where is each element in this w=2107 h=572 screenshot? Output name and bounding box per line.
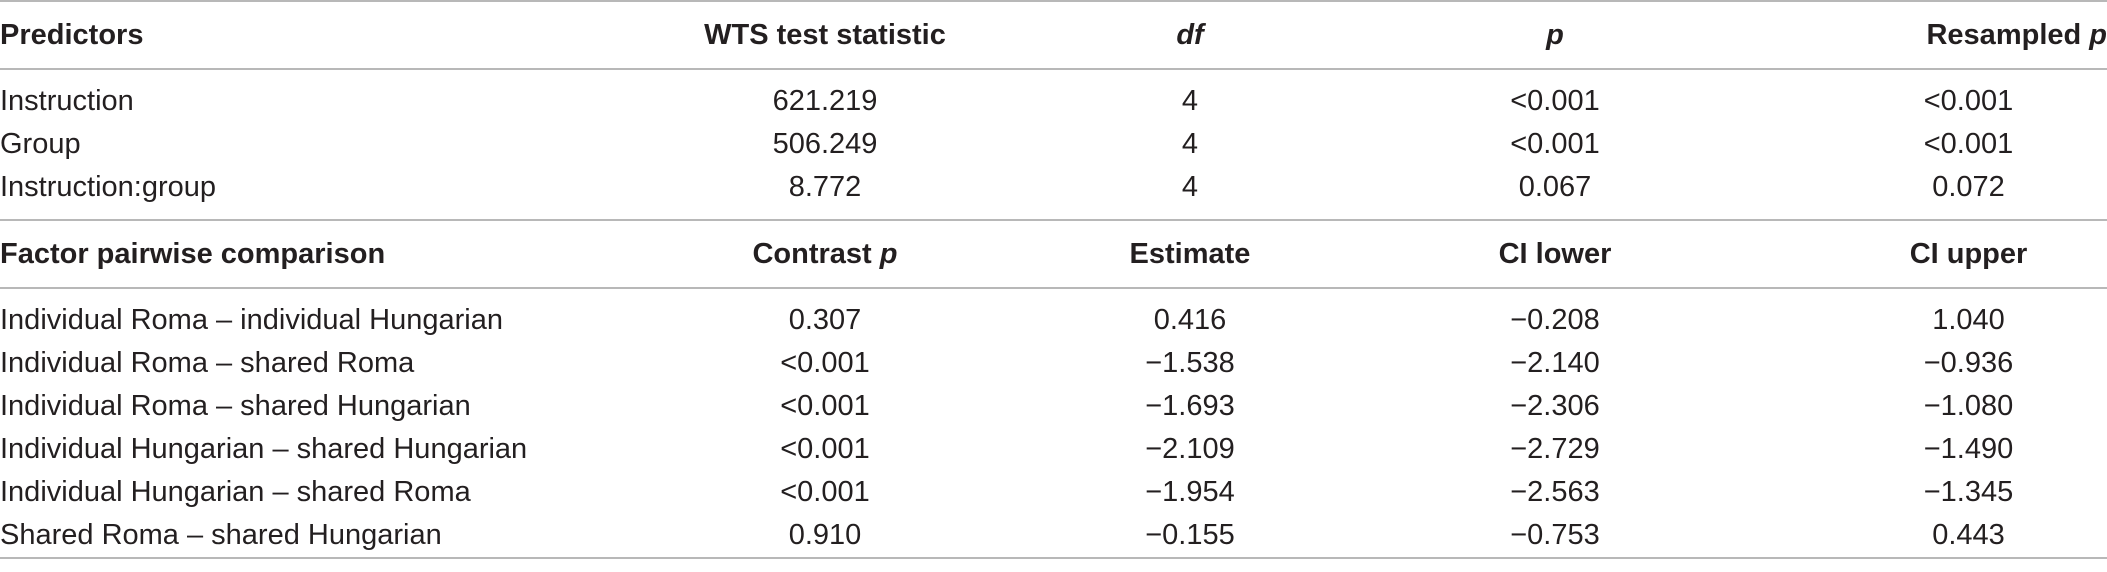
comparison-name: Individual Roma – shared Roma	[0, 347, 415, 379]
header-estimate: Estimate	[1010, 219, 1370, 289]
header-predictors: Predictors	[0, 0, 640, 70]
estimate-value: −1.954	[1145, 476, 1235, 508]
comparison-header-row: Factor pairwise comparison Contrast p Es…	[0, 219, 2107, 289]
contrast-p-value: 0.307	[788, 304, 862, 336]
contrast-p-value: <0.001	[780, 347, 870, 379]
table-row: Instruction 621.219 4 <0.001 <0.001	[0, 80, 2107, 123]
predictor-name: Group	[0, 128, 81, 160]
ci-upper-value: −1.080	[1923, 390, 2014, 422]
table-row: Individual Roma – individual Hungarian 0…	[0, 299, 2107, 342]
estimate-value: −2.109	[1145, 433, 1235, 465]
predictors-header-row: Predictors WTS test statistic df p Resam…	[0, 0, 2107, 70]
table-row: Individual Roma – shared Hungarian <0.00…	[0, 385, 2107, 428]
comparison-name: Shared Roma – shared Hungarian	[0, 514, 640, 559]
resampled-p-value: 0.072	[1932, 171, 2005, 203]
statistics-table: Predictors WTS test statistic df p Resam…	[0, 0, 2107, 559]
ci-upper-value: −0.936	[1923, 347, 2014, 379]
comparison-name: Individual Roma – shared Hungarian	[0, 390, 471, 422]
comparison-name: Individual Hungarian – shared Roma	[0, 476, 471, 508]
header-ci-lower: CI lower	[1370, 219, 1740, 289]
contrast-p-value: 0.910	[640, 514, 1010, 559]
predictor-name: Instruction	[0, 85, 134, 117]
header-p: p	[1370, 0, 1740, 70]
p-value: <0.001	[1510, 85, 1600, 117]
predictor-name: Instruction:group	[0, 171, 217, 203]
ci-upper-value: −1.345	[1923, 476, 2014, 508]
estimate-value: −1.693	[1145, 390, 1235, 422]
wts-value: 621.219	[772, 85, 878, 117]
header-contrast-p: Contrast p	[640, 219, 1010, 289]
ci-lower-value: −2.729	[1510, 433, 1600, 465]
header-df: df	[1010, 0, 1370, 70]
table-row: Individual Roma – shared Roma <0.001 −1.…	[0, 342, 2107, 385]
ci-lower-value: −2.306	[1510, 390, 1600, 422]
header-resampled-p: Resampled p	[1740, 0, 2107, 70]
ci-upper-value: 1.040	[1932, 304, 2005, 336]
p-value: <0.001	[1510, 128, 1600, 160]
comparison-name: Individual Hungarian – shared Hungarian	[0, 433, 528, 465]
table-row: Individual Hungarian – shared Hungarian …	[0, 428, 2107, 471]
ci-upper-value: −1.490	[1923, 433, 2014, 465]
contrast-p-value: <0.001	[780, 476, 870, 508]
header-contrast-label: Contrast	[752, 237, 880, 270]
contrast-p-value: <0.001	[780, 390, 870, 422]
wts-value: 506.249	[772, 128, 878, 160]
ci-upper-value: 0.443	[1740, 514, 2107, 559]
resampled-p-value: <0.001	[1923, 128, 2014, 160]
header-resampled-label: Resampled	[1926, 18, 2090, 51]
estimate-value: −0.155	[1010, 514, 1370, 559]
resampled-p-value: <0.001	[1923, 85, 2014, 117]
header-ci-upper: CI upper	[1740, 219, 2107, 289]
df-value: 4	[1181, 128, 1199, 160]
estimate-value: 0.416	[1153, 304, 1227, 336]
header-factor-pairwise-comparison: Factor pairwise comparison	[0, 219, 640, 289]
contrast-p-value: <0.001	[780, 433, 870, 465]
header-contrast-p-symbol: p	[879, 237, 898, 270]
df-value: 4	[1181, 171, 1199, 203]
table-row: Individual Hungarian – shared Roma <0.00…	[0, 471, 2107, 514]
estimate-value: −1.538	[1145, 347, 1235, 379]
ci-lower-value: −2.140	[1510, 347, 1600, 379]
ci-lower-value: −2.563	[1510, 476, 1600, 508]
table-row: Instruction:group 8.772 4 0.067 0.072	[0, 166, 2107, 209]
header-resampled-p-symbol: p	[2089, 18, 2107, 51]
header-wts-test-statistic: WTS test statistic	[640, 0, 1010, 70]
df-value: 4	[1181, 85, 1199, 117]
ci-lower-value: −0.208	[1510, 304, 1600, 336]
ci-lower-value: −0.753	[1370, 514, 1740, 559]
p-value: 0.067	[1518, 171, 1592, 203]
comparison-name: Individual Roma – individual Hungarian	[0, 304, 503, 336]
wts-value: 8.772	[788, 171, 862, 203]
table-row: Shared Roma – shared Hungarian 0.910 −0.…	[0, 514, 2107, 559]
table-row: Group 506.249 4 <0.001 <0.001	[0, 123, 2107, 166]
